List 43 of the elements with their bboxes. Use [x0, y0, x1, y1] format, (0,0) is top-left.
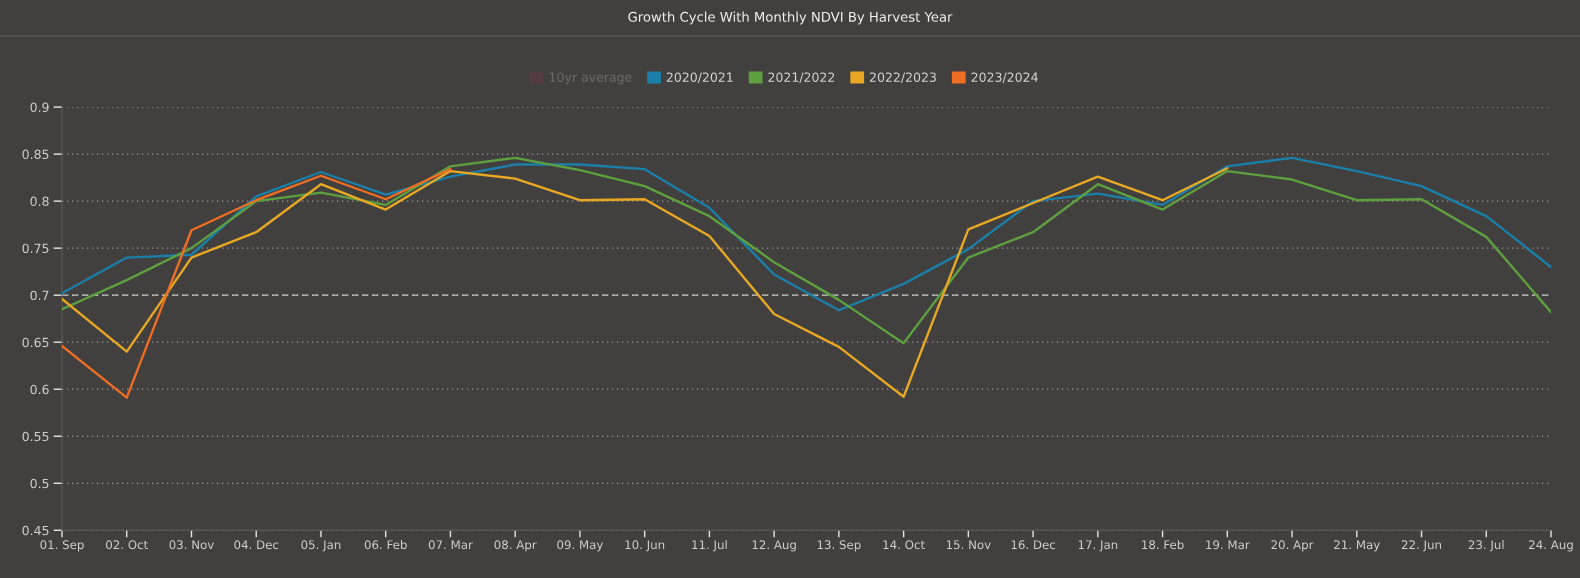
x-tick-label: 18. Feb: [1142, 540, 1184, 550]
y-tick-label: 0.55: [22, 431, 49, 442]
x-tick-label: 16. Dec: [1011, 540, 1056, 550]
y-tick-label: 0.7: [30, 290, 49, 301]
x-tick-label: 04. Dec: [234, 540, 279, 550]
y-tick-label: 0.65: [22, 337, 49, 348]
legend-label: 2020/2021: [666, 72, 733, 83]
y-tick-label: 0.8: [30, 196, 49, 207]
y-tick-label: 0.45: [22, 525, 49, 536]
x-tick-label: 15. Nov: [946, 540, 991, 550]
x-tick-label: 22. Jun: [1401, 540, 1442, 552]
x-tick-label: 12. Aug: [752, 540, 796, 552]
x-tick-label: 07. Mar: [428, 540, 473, 550]
x-tick-label: 13. Sep: [817, 540, 861, 552]
x-tick-label: 01. Sep: [40, 540, 84, 552]
x-tick-label: 23. Jul: [1468, 540, 1504, 552]
x-tick-label: 03. Nov: [169, 540, 214, 550]
x-tick-label: 17. Jan: [1078, 540, 1118, 552]
line-series: [62, 167, 1229, 398]
x-tick-label: 08. Apr: [494, 540, 537, 552]
line-series: [62, 167, 452, 399]
x-tick-label: 05. Jan: [301, 540, 341, 552]
x-tick-label: 06. Feb: [364, 540, 407, 550]
x-tick-label: 10. Jun: [625, 540, 665, 552]
line-series: [62, 156, 1551, 345]
legend-label: 2022/2023: [870, 72, 936, 83]
x-tick-label: 19. Mar: [1206, 540, 1250, 550]
chart-title: Growth Cycle With Monthly NDVI By Harvest Year: [628, 11, 953, 25]
y-tick-label: 0.85: [22, 149, 49, 160]
legend-label: 2021/2022: [768, 72, 835, 83]
y-tick-label: 0.5: [30, 478, 49, 489]
x-tick-label: 24. Aug: [1529, 540, 1573, 552]
y-tick-label: 0.6: [30, 384, 49, 395]
x-tick-label: 14. Oct: [883, 540, 925, 550]
x-tick-label: 11. Jul: [692, 540, 727, 552]
x-tick-label: 20. Apr: [1271, 540, 1314, 552]
y-tick-label: 0.75: [22, 243, 49, 254]
x-tick-label: 02. Oct: [106, 540, 148, 550]
y-tick-label: 0.9: [30, 102, 49, 113]
line-series: [62, 156, 1551, 312]
x-tick-label: 21. May: [1334, 540, 1380, 552]
legend-label: 2023/2024: [971, 72, 1038, 83]
x-tick-label: 09. May: [557, 540, 604, 552]
